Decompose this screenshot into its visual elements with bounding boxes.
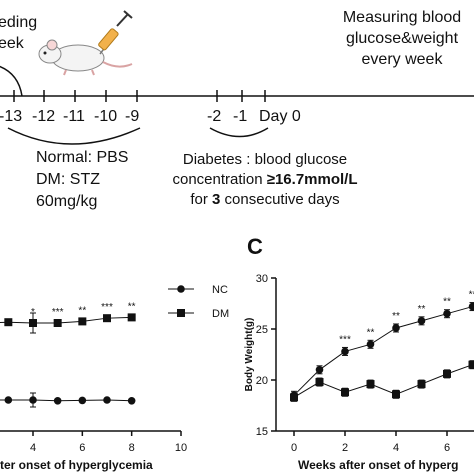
data-point [341, 347, 349, 356]
data-point [341, 388, 349, 397]
x-tick-label: 2 [342, 442, 348, 454]
significance-marker: ** [128, 301, 136, 312]
x-tick-label: 0 [291, 442, 297, 454]
tick-label: -11 [63, 108, 85, 125]
feeding-arc [0, 65, 23, 97]
data-point [29, 319, 37, 327]
criteria-suffix: consecutive days [220, 191, 340, 208]
series-line-nc [293, 306, 473, 396]
dm-group-label: DM: STZ [36, 171, 100, 188]
significance-marker: ** [367, 327, 375, 338]
feeding-label: eding [0, 14, 38, 31]
data-point [366, 340, 375, 349]
data-point [417, 317, 426, 325]
legend-label-dm: DM [212, 308, 229, 320]
data-point [29, 396, 37, 404]
significance-marker: ** [392, 311, 400, 322]
chart-b-legend: NC DM [168, 284, 229, 320]
significance-marker: *** [52, 307, 64, 318]
x-tick-label: 8 [129, 442, 135, 454]
y-tick-label: 25 [256, 324, 268, 336]
significance-marker: *** [339, 334, 351, 345]
diabetes-criteria-line2: concentration ≥16.7mmol/L [150, 170, 380, 189]
diabetes-criteria-line3: for 3 consecutive days [150, 190, 380, 209]
series-line-dm [293, 364, 473, 398]
data-point [53, 319, 62, 327]
data-point [366, 380, 375, 389]
legend-marker-dm [177, 309, 185, 317]
x-axis-label: ter onset of hyperglycemia [0, 458, 153, 472]
data-point [468, 360, 474, 369]
glucose-threshold: ≥16.7mmol/L [266, 171, 358, 188]
series-line-dm [0, 316, 132, 324]
x-tick-label: 6 [79, 442, 85, 454]
normal-group-label: Normal: PBS [36, 149, 129, 166]
tick-label: -12 [32, 108, 56, 125]
tick-label: -1 [233, 108, 248, 125]
data-point [468, 302, 474, 311]
measure-label-line3: every week [361, 51, 443, 68]
significance-marker: ** [469, 290, 474, 301]
y-tick-label: 20 [256, 375, 268, 387]
dose-label: 60mg/kg [36, 193, 98, 210]
timeline-graphics [0, 10, 474, 145]
data-point [315, 378, 324, 387]
x-tick-label: 10 [175, 442, 187, 454]
data-point [4, 396, 13, 404]
measure-label-line2: glucose&weight [345, 30, 459, 47]
significance-marker: * [31, 307, 35, 318]
data-point [392, 324, 400, 332]
criteria-prefix: concentration [172, 171, 267, 188]
mouse-illustration [38, 39, 133, 76]
tick-label: -13 [0, 108, 23, 125]
criteria-prefix: for [190, 191, 213, 208]
diabetes-criteria-line1: Diabetes : blood glucose [182, 151, 348, 168]
stz-bracket [7, 127, 141, 145]
data-point [392, 390, 400, 399]
data-point [103, 314, 111, 323]
significance-marker: ** [78, 305, 86, 316]
days-count: 3 [212, 191, 221, 208]
data-point [290, 393, 298, 402]
series-line-nc [0, 399, 132, 402]
x-tick-label: 4 [393, 442, 399, 454]
significance-marker: *** [101, 302, 113, 313]
syringe-icon [98, 10, 133, 55]
tick-label: -9 [125, 108, 140, 125]
y-tick-label: 15 [256, 426, 268, 438]
data-point [53, 397, 62, 405]
legend-label-nc: NC [212, 284, 228, 296]
x-tick-label: 4 [30, 442, 36, 454]
data-point [443, 369, 451, 378]
measure-label-line1: Measuring blood [342, 9, 462, 26]
data-point [127, 313, 136, 322]
y-axis-label: Body Weight(g) [244, 318, 255, 392]
significance-marker: ** [443, 297, 451, 308]
legend-marker-nc [177, 285, 185, 293]
y-tick-label: 30 [256, 273, 268, 285]
chart-c: 15 20 25 30 0 2 4 6 Body Weight(g) Weeks after on… [244, 273, 474, 472]
data-point [78, 317, 87, 326]
significance-marker: ** [418, 304, 426, 315]
x-tick-label: 6 [444, 442, 450, 454]
diabetes-bracket [209, 127, 269, 138]
x-axis-label: Weeks after onset of hyperg [298, 458, 459, 472]
data-point [78, 396, 87, 405]
tick-label: -2 [207, 108, 222, 125]
data-point [103, 396, 111, 404]
data-point [417, 380, 426, 389]
data-point [315, 366, 324, 374]
feeding-label-week: eek [0, 35, 24, 52]
data-point [127, 397, 136, 405]
tick-label: -10 [94, 108, 118, 125]
data-point [443, 309, 451, 318]
panel-c-letter: C [247, 234, 263, 259]
chart-c-plot: 15 20 25 30 0 2 4 6 Body Weight(g) Weeks after on… [244, 273, 474, 472]
tick-label: Day 0 [259, 108, 301, 125]
data-point [4, 318, 13, 327]
